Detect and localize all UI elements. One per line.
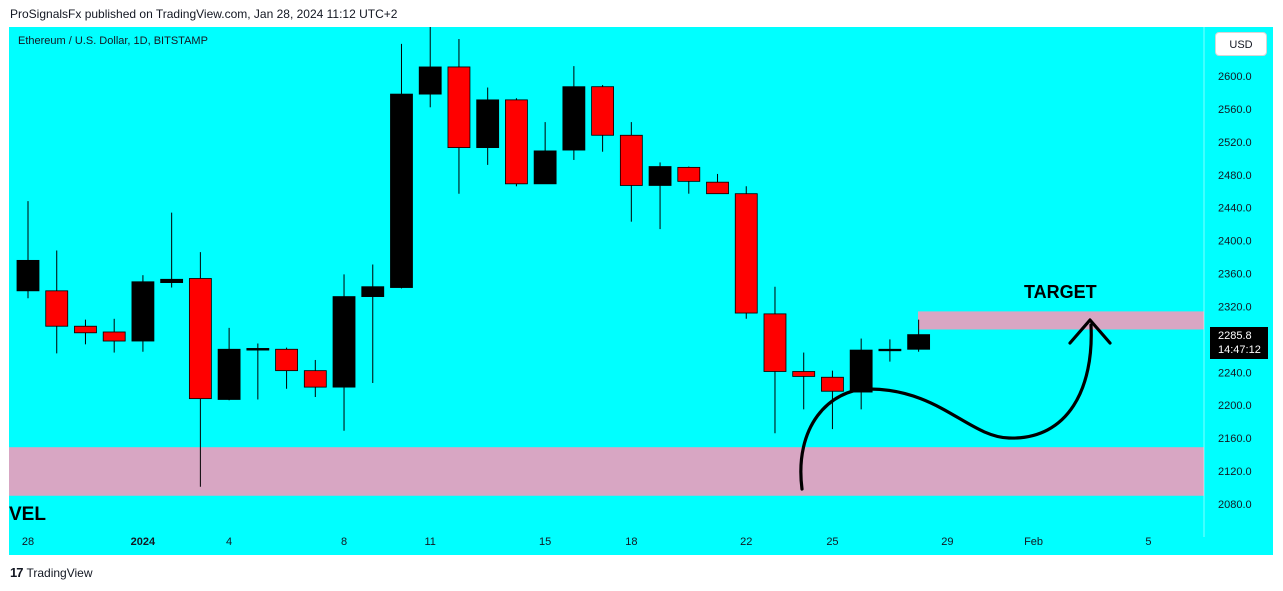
candle-body xyxy=(275,348,298,372)
bar-countdown: 14:47:12 xyxy=(1218,344,1261,356)
projection-curve xyxy=(799,323,1093,491)
candlestick-chart[interactable]: 2600.0 2560.0 2520.0 2480.0 2440.0 2400.0 2360… xyxy=(9,27,1273,555)
candle-body xyxy=(74,325,97,334)
candle-body xyxy=(131,281,155,342)
candle-body xyxy=(160,278,184,283)
x-tick-label: 8 xyxy=(341,536,347,548)
x-tick-label: 15 xyxy=(539,536,551,548)
candle-body xyxy=(418,66,442,95)
candle-body xyxy=(763,313,787,372)
tradingview-logo-icon: 17 xyxy=(10,565,24,580)
candle-body xyxy=(562,86,586,151)
support-zone xyxy=(9,447,1204,496)
candle-body xyxy=(476,99,500,149)
candle-body xyxy=(16,259,40,292)
candle-body xyxy=(792,371,816,377)
y-tick-label: 2080.0 xyxy=(1218,499,1252,511)
x-tick-label: 25 xyxy=(826,536,838,548)
candle-body xyxy=(706,181,729,195)
target-label: TARGET xyxy=(1024,282,1097,302)
candle-body xyxy=(677,166,701,182)
candle-body xyxy=(361,286,385,297)
publisher-info: ProSignalsFx published on TradingView.co… xyxy=(10,7,398,21)
y-tick-label: 2600.0 xyxy=(1218,71,1252,83)
x-tick-label: Feb xyxy=(1024,536,1043,548)
y-tick-label: 2520.0 xyxy=(1218,137,1252,149)
last-price-value: 2285.8 xyxy=(1218,330,1252,342)
candle-body xyxy=(505,99,528,185)
candle-body xyxy=(878,348,902,352)
x-tick-label: 2024 xyxy=(131,536,156,548)
chart-area[interactable]: 2600.0 2560.0 2520.0 2480.0 2440.0 2400.0 2360… xyxy=(9,27,1273,555)
candle-body xyxy=(821,376,844,392)
candle-body xyxy=(734,193,758,314)
y-tick-label: 2240.0 xyxy=(1218,367,1252,379)
zone-label: VEL xyxy=(9,504,46,525)
y-tick-label: 2480.0 xyxy=(1218,170,1252,182)
x-tick-label: 5 xyxy=(1145,536,1151,548)
x-tick-label: 22 xyxy=(740,536,752,548)
x-tick-label: 29 xyxy=(941,536,953,548)
x-tick-label: 28 xyxy=(22,536,34,548)
target-zone xyxy=(918,311,1204,330)
candle-body xyxy=(188,278,212,400)
candle-body xyxy=(217,348,241,400)
x-tick-label: 18 xyxy=(625,536,637,548)
currency-button[interactable]: USD xyxy=(1215,32,1267,56)
y-tick-label: 2400.0 xyxy=(1218,236,1252,248)
y-tick-label: 2360.0 xyxy=(1218,269,1252,281)
candle-body xyxy=(303,370,327,388)
candle-body xyxy=(390,93,413,288)
candle-body xyxy=(332,296,356,388)
y-tick-label: 2200.0 xyxy=(1218,400,1252,412)
y-tick-label: 2440.0 xyxy=(1218,203,1252,215)
candle-body xyxy=(619,134,643,186)
y-tick-label: 2560.0 xyxy=(1218,104,1252,116)
candle-body xyxy=(102,331,126,342)
candle-body xyxy=(648,166,672,186)
y-tick-label: 2160.0 xyxy=(1218,433,1252,445)
footer: 17 TradingView xyxy=(10,565,93,580)
brand-name[interactable]: TradingView xyxy=(26,565,93,580)
candle-body xyxy=(907,334,931,350)
symbol-label: Ethereum / U.S. Dollar, 1D, BITSTAMP xyxy=(18,35,208,47)
y-tick-label: 2120.0 xyxy=(1218,466,1252,478)
candle-body xyxy=(45,290,69,327)
last-price-tag: 2285.8 14:47:12 xyxy=(1210,327,1268,359)
x-tick-label: 11 xyxy=(425,536,436,548)
candle-body xyxy=(591,86,614,136)
projection-arrowhead xyxy=(1068,318,1112,345)
candle-body xyxy=(533,150,557,185)
candle-body xyxy=(849,349,873,393)
candle-body xyxy=(447,66,471,149)
candle-body xyxy=(246,348,270,351)
y-tick-label: 2320.0 xyxy=(1218,301,1252,313)
x-tick-label: 4 xyxy=(226,536,232,548)
